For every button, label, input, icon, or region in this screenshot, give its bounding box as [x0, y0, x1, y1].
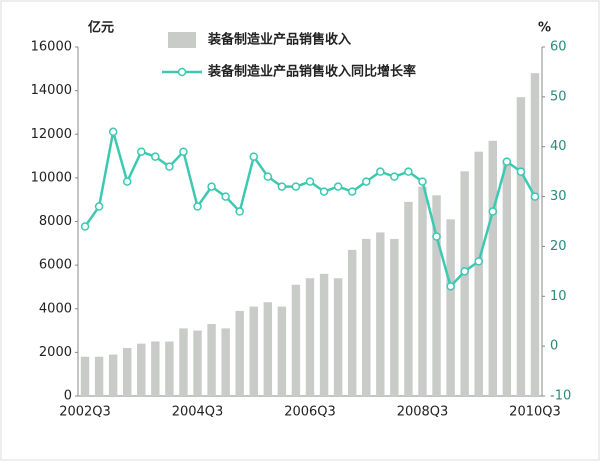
bar: [390, 238, 399, 396]
bar: [418, 186, 427, 396]
marker: [291, 182, 301, 191]
marker: [122, 177, 132, 186]
bar: [516, 97, 526, 396]
bar: [193, 330, 202, 396]
marker: [207, 182, 216, 191]
y2-tick-label: 20: [550, 239, 567, 254]
marker: [418, 177, 427, 186]
marker: [151, 152, 160, 161]
y2-tick-label: 30: [550, 189, 567, 204]
y-tick-label: 12000: [31, 127, 72, 142]
bar: [207, 324, 216, 396]
y-tick-label: 10000: [31, 170, 72, 185]
bar: [530, 73, 540, 397]
bar: [362, 238, 371, 396]
marker: [333, 182, 343, 191]
bar: [94, 356, 104, 396]
marker: [221, 192, 230, 201]
marker: [488, 207, 498, 216]
marker: [460, 267, 469, 276]
x-tick-label: 2004Q3: [172, 405, 224, 420]
legend-marker: [177, 67, 187, 77]
y2-tick-label: 60: [550, 40, 567, 55]
x-tick-label: 2006Q3: [284, 405, 336, 420]
bar: [305, 278, 315, 396]
bar: [263, 302, 273, 396]
bar: [249, 306, 258, 396]
marker: [263, 172, 273, 181]
bar: [291, 284, 301, 396]
marker: [474, 257, 483, 266]
bar: [432, 195, 441, 396]
marker: [235, 207, 244, 216]
bar: [137, 343, 146, 396]
bar: [122, 348, 132, 396]
y-tick-label: 16000: [31, 40, 72, 55]
marker: [305, 177, 315, 186]
marker: [347, 187, 357, 196]
bar: [488, 140, 498, 396]
x-tick-label: 2002Q3: [59, 405, 111, 420]
marker: [502, 157, 512, 166]
y-tick-label: 8000: [39, 214, 72, 229]
bar: [151, 341, 160, 396]
y-axis-label: 亿元: [88, 20, 114, 36]
bar: [376, 232, 385, 396]
legend-label: 装备制造业产品销售收入: [207, 32, 351, 48]
y2-tick-label: 0: [550, 339, 558, 354]
y2-tick-label: -10: [550, 389, 571, 404]
marker: [319, 187, 329, 196]
marker: [179, 147, 188, 156]
marker: [80, 222, 90, 231]
marker: [530, 192, 540, 201]
y-tick-label: 0: [64, 389, 72, 404]
bar: [80, 356, 90, 396]
bar: [221, 328, 230, 396]
y2-tick-label: 50: [550, 89, 567, 104]
legend-label: 装备制造业产品销售收入同比增长率: [207, 64, 416, 80]
bar: [446, 219, 455, 396]
marker: [516, 167, 526, 176]
marker: [165, 162, 174, 171]
y2-axis-label: %: [538, 21, 551, 36]
bar: [165, 341, 174, 396]
bar: [460, 171, 469, 396]
marker: [361, 177, 371, 186]
y2-tick-label: 40: [550, 139, 567, 154]
marker: [277, 182, 287, 191]
bar: [333, 278, 343, 396]
y-tick-label: 14000: [31, 83, 72, 98]
x-tick-label: 2010Q3: [509, 405, 561, 420]
y-tick-label: 2000: [39, 345, 72, 360]
marker: [193, 202, 202, 211]
marker: [376, 167, 385, 176]
marker: [390, 172, 399, 181]
bar: [235, 310, 244, 396]
marker: [404, 167, 413, 176]
marker: [108, 127, 118, 137]
bar: [474, 151, 483, 396]
marker: [432, 232, 441, 241]
bar: [347, 249, 357, 396]
y2-tick-label: 10: [550, 289, 567, 304]
bar: [179, 328, 188, 396]
marker: [137, 147, 146, 156]
y-tick-label: 4000: [39, 301, 72, 316]
legend-swatch: [168, 32, 196, 48]
bar: [108, 354, 118, 396]
bar: [404, 201, 413, 396]
bar: [319, 273, 329, 396]
marker: [249, 152, 259, 161]
y-tick-label: 6000: [39, 258, 72, 273]
x-tick-label: 2008Q3: [397, 405, 449, 420]
bar: [277, 306, 287, 396]
bar: [502, 160, 512, 396]
marker: [94, 202, 104, 211]
marker: [446, 282, 455, 291]
